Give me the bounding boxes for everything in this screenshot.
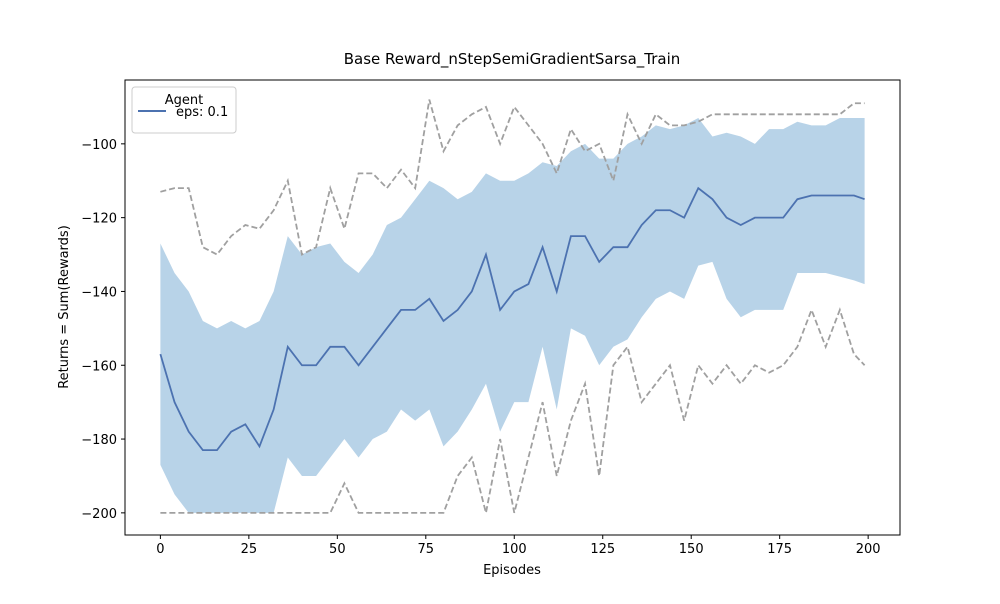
x-tick-label: 25 (241, 542, 258, 557)
y-tick-label: −120 (81, 212, 117, 227)
x-tick-label: 200 (856, 542, 881, 557)
series-line (159, 186, 865, 452)
band (160, 118, 865, 513)
legend-box (131, 86, 237, 134)
y-tick-label: −140 (81, 285, 117, 300)
y-tick-label: −180 (81, 433, 117, 448)
x-axis-label: Episodes (483, 563, 541, 578)
y-tick-label: −100 (81, 138, 117, 153)
x-tick-label: 125 (590, 542, 615, 557)
chart-title: Base Reward_nStepSemiGradientSarsa_Train (344, 50, 681, 69)
x-tick-label: 0 (156, 542, 164, 557)
x-tick-label: 175 (767, 542, 792, 557)
x-tick-label: 75 (418, 542, 435, 557)
legend-label: eps: 0.1 (176, 105, 228, 120)
plot-frame (124, 79, 901, 536)
x-tick-label: 150 (679, 542, 704, 557)
x-tick-label: 50 (329, 542, 346, 557)
x-tick-label: 100 (502, 542, 527, 557)
legend-title: Agent (165, 93, 203, 108)
y-axis-label: Returns = Sum(Rewards) (57, 225, 72, 389)
y-tick-label: −160 (81, 359, 117, 374)
y-tick-label: −200 (81, 507, 117, 522)
envelope-line (160, 307, 866, 514)
